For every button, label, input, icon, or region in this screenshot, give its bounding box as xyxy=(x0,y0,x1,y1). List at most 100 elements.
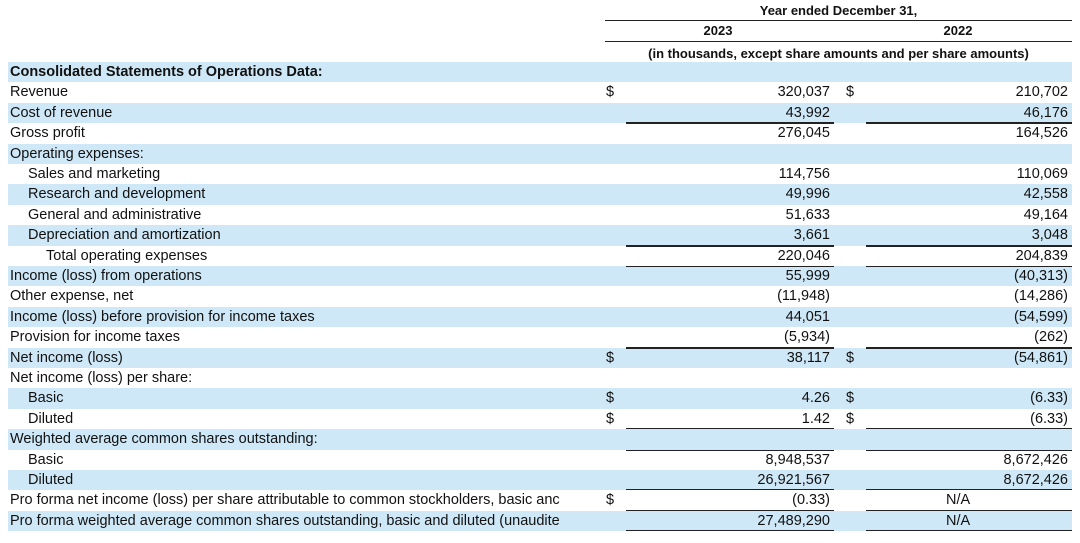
table-row: General and administrative 51,633 49,164 xyxy=(8,205,1072,225)
currency-sign: $ xyxy=(846,349,855,366)
table-row: Diluted $1.42 $ (6.33) xyxy=(8,409,1072,430)
value-2023: 320,037 xyxy=(777,84,830,101)
cell-rule xyxy=(626,225,834,246)
row-label: Net income (loss) xyxy=(10,349,123,366)
value-2022: 204,839 xyxy=(1015,247,1068,264)
row-label: Weighted average common shares outstandi… xyxy=(10,431,318,448)
table-row: Net income (loss) per share: xyxy=(8,368,1072,388)
table-row: Income (loss) from operations 55,999 (40,3… xyxy=(8,266,1072,287)
table-row: Consolidated Statements of Operations Da… xyxy=(8,62,1072,83)
value-2022: 164,526 xyxy=(1015,125,1068,142)
value-2022: N/A xyxy=(946,512,971,529)
row-label: Provision for income taxes xyxy=(10,329,181,346)
value-2023: 43,992 xyxy=(785,104,830,121)
value-2023: 44,051 xyxy=(785,308,830,325)
value-2023: 27,489,290 xyxy=(757,512,830,529)
cell-rule xyxy=(866,490,1072,511)
table-row: Diluted 26,921,567 8,672,426 xyxy=(8,470,1072,491)
value-2022: (14,286) xyxy=(1013,288,1068,305)
table-row: Revenue $320,037 $210,702 xyxy=(8,82,1072,102)
value-2023: 220,046 xyxy=(777,247,830,264)
row-label: Basic xyxy=(28,451,64,468)
header-rule xyxy=(605,41,1072,42)
value-2022: 49,164 xyxy=(1023,206,1068,223)
table-row: Provision for income taxes (5,934) (262) xyxy=(8,327,1072,348)
cell-rule xyxy=(866,245,1072,266)
table-row: Gross profit 276,045 164,526 xyxy=(8,123,1072,143)
cell-rule xyxy=(626,409,834,430)
value-2023: (11,948) xyxy=(777,288,830,305)
row-label: Basic xyxy=(28,390,64,407)
cell-rule xyxy=(626,490,834,511)
cell-rule xyxy=(626,266,834,286)
row-label: Income (loss) before provision for incom… xyxy=(10,308,315,325)
table-row: Income (loss) before provision for incom… xyxy=(8,306,1072,328)
table-row: Depreciation and amortization 3,661 3,048 xyxy=(8,225,1072,246)
cell-rule xyxy=(866,225,1072,246)
cell-rule xyxy=(866,470,1072,491)
row-label: Net income (loss) per share: xyxy=(10,370,193,386)
cell-rule xyxy=(626,347,834,368)
currency-sign: $ xyxy=(846,84,855,101)
currency-sign: $ xyxy=(606,349,615,366)
value-2023: 114,756 xyxy=(778,166,830,182)
value-2022: (6.33) xyxy=(1030,390,1068,407)
row-label: General and administrative xyxy=(28,206,202,223)
value-2022: (262) xyxy=(1034,329,1068,346)
cell-rule xyxy=(626,449,834,470)
table-row: Sales and marketing 114,756 110,069 xyxy=(8,164,1072,184)
table-row: Operating expenses: xyxy=(8,143,1072,164)
value-2022: 8,672,426 xyxy=(1003,472,1068,488)
cell-rule xyxy=(626,470,834,491)
cell-rule xyxy=(866,449,1072,470)
table-row: Cost of revenue 43,992 46,176 xyxy=(8,102,1072,124)
value-2023: 276,045 xyxy=(777,125,830,142)
table-row: Total operating expenses 220,046 204,839 xyxy=(8,245,1072,266)
row-label: Pro forma weighted average common shares… xyxy=(10,512,560,529)
row-label: Sales and marketing xyxy=(28,166,161,182)
currency-sign: $ xyxy=(606,84,615,101)
row-label: Research and development xyxy=(28,186,206,203)
value-2023: 8,948,537 xyxy=(765,451,830,468)
row-label: Total operating expenses xyxy=(46,247,208,264)
table-row: Basic $4.26 $ (6.33) xyxy=(8,388,1072,409)
value-2022: 110,069 xyxy=(1016,166,1068,182)
cell-rule xyxy=(626,123,834,143)
table-row: Pro forma weighted average common shares… xyxy=(8,510,1072,532)
cell-rule xyxy=(866,266,1072,286)
year-header: 2022 xyxy=(943,23,973,38)
row-label: Consolidated Statements of Operations Da… xyxy=(10,64,323,80)
cell-rule xyxy=(626,511,834,532)
value-2022: 210,702 xyxy=(1015,84,1068,101)
table-row: Basic 8,948,537 8,672,426 xyxy=(8,449,1072,470)
value-2022: 42,558 xyxy=(1023,186,1068,203)
table-row: Pro forma net income (loss) per share at… xyxy=(8,490,1072,511)
value-2023: (5,934) xyxy=(784,329,830,346)
currency-sign: $ xyxy=(606,410,615,427)
row-label: Other expense, net xyxy=(10,288,134,305)
cell-rule xyxy=(866,327,1072,348)
period-header: Year ended December 31, xyxy=(759,3,918,18)
value-2022: N/A xyxy=(946,492,971,509)
row-label: Pro forma net income (loss) per share at… xyxy=(10,492,560,509)
cell-rule xyxy=(626,103,834,124)
cell-rule xyxy=(866,511,1072,532)
currency-sign: $ xyxy=(846,390,855,407)
currency-sign: $ xyxy=(606,390,615,407)
value-2022: 8,672,426 xyxy=(1003,451,1068,468)
cell-rule xyxy=(866,103,1072,124)
units-note: (in thousands, except share amounts and … xyxy=(648,46,1029,61)
value-2022: 3,048 xyxy=(1031,227,1068,244)
value-2023: 38,117 xyxy=(786,349,830,366)
value-2023: 3,661 xyxy=(793,227,830,244)
value-2023: 4.26 xyxy=(801,390,830,407)
table-row: Net income (loss) $38,117 $ (54,861) xyxy=(8,347,1072,368)
currency-sign: $ xyxy=(606,492,615,509)
cell-rule xyxy=(626,245,834,266)
value-2022: (6.33) xyxy=(1030,410,1068,427)
table-row: Research and development 49,996 42,558 xyxy=(8,184,1072,205)
row-label: Gross profit xyxy=(10,125,85,142)
cell-rule xyxy=(626,327,834,348)
value-2022: (54,599) xyxy=(1013,308,1068,325)
